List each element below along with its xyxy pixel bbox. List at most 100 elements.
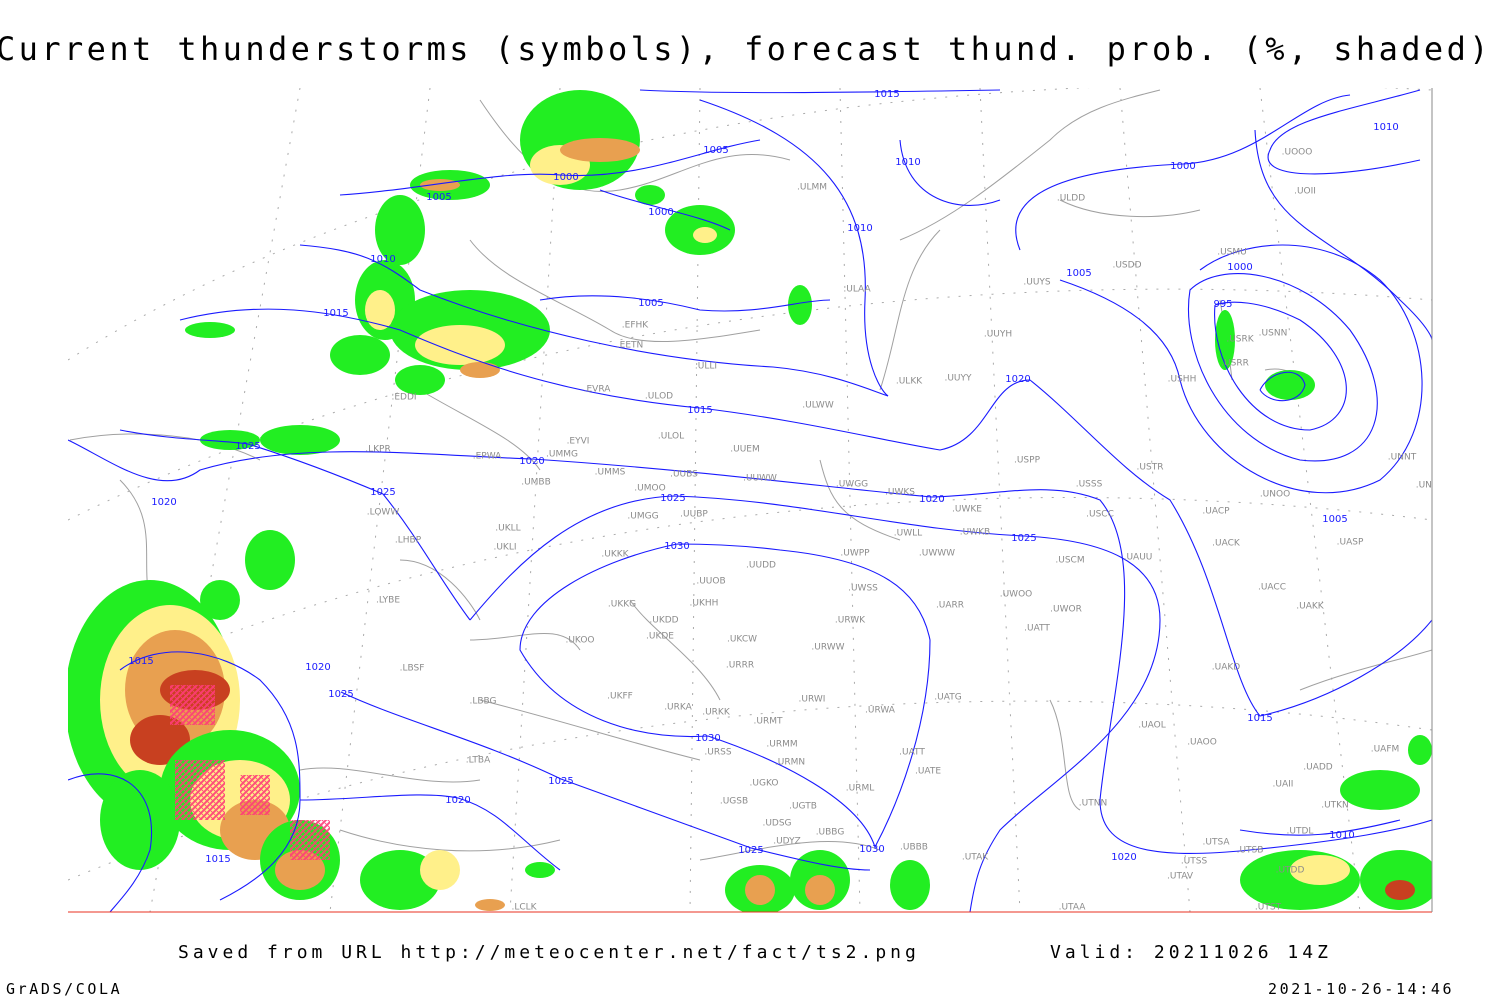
station-label: .UWKS (885, 488, 915, 498)
station-label: .ULWW (802, 401, 834, 411)
isobar-line (639, 89, 1001, 94)
probability-area (1360, 850, 1432, 910)
isobar-label: 1010 (847, 223, 872, 234)
isobar-line (299, 794, 561, 871)
station-label: .UUDD (746, 561, 776, 571)
probability-area (200, 580, 240, 620)
coastline (479, 99, 791, 192)
isobar-line (339, 139, 761, 196)
isobar-label: 1025 (370, 487, 395, 498)
isobar-label: 1025 (328, 689, 353, 700)
isobar-line (299, 244, 889, 397)
station-label: .UBBG (816, 828, 845, 838)
station-label: .UTSB (1237, 846, 1264, 856)
station-label: .UBBB (900, 843, 928, 853)
probability-area (420, 850, 460, 890)
meridian-line (509, 88, 561, 912)
probability-area (330, 335, 390, 375)
station-label: .USSS (1076, 480, 1103, 490)
station-label: .UKDE (646, 632, 674, 642)
isobar-label: 1020 (305, 662, 330, 673)
probability-area (1215, 310, 1235, 370)
station-label: .UAII (1273, 780, 1294, 790)
probability-area (365, 290, 395, 330)
station-label: .LYBE (376, 596, 400, 606)
isobar-label: 1005 (703, 145, 728, 156)
station-label: .ULOD (645, 392, 673, 402)
probability-area (1290, 855, 1350, 885)
isobar-label: 1010 (895, 157, 920, 168)
isobar-label: 1015 (1247, 713, 1272, 724)
station-label: .UGSB (720, 797, 748, 807)
station-label: .URMM (766, 740, 797, 750)
isobar-label: 1010 (1329, 830, 1354, 841)
station-label: .UOII (1294, 187, 1316, 197)
station-label: .LTBA (466, 756, 491, 766)
station-label: .UGTB (789, 802, 817, 812)
isobar-label: 1020 (151, 497, 176, 508)
station-label: .UDYZ (773, 837, 801, 847)
station-label: .UWKE (952, 505, 982, 515)
probability-area (130, 715, 190, 765)
station-label: .USCC (1086, 510, 1114, 520)
isobar-line (899, 139, 1001, 206)
probability-area (475, 899, 505, 911)
station-label: .UMBB (521, 478, 551, 488)
station-label: .USRR (1221, 359, 1249, 369)
station-label: .UTDL (1287, 827, 1314, 837)
station-label: .UOOO (1282, 148, 1313, 158)
station-label: .UMMS (595, 468, 626, 478)
station-label: .UTSA (1203, 838, 1231, 848)
thunderstorm-symbol (170, 685, 215, 725)
coastline (699, 840, 881, 861)
meridian-line (1119, 88, 1191, 912)
station-label: .USMU (1217, 248, 1247, 258)
station-label: .UAUU (1124, 553, 1153, 563)
station-label: .UUBP (680, 510, 708, 520)
station-label: .UUOB (696, 577, 725, 587)
station-label: .UKHH (690, 599, 719, 609)
station-label: .UUYS (1023, 278, 1051, 288)
thunderstorm-symbol (175, 760, 225, 820)
isobar-label: 1025 (235, 441, 260, 452)
thunderstorm-symbol (290, 820, 330, 860)
isobar-label: 1030 (695, 733, 720, 744)
isobar-label: 1025 (660, 493, 685, 504)
isobar-label: 1010 (1373, 122, 1398, 133)
station-label: .EYVI (567, 437, 590, 447)
isobar-line (1214, 301, 1347, 431)
isobar-line (1015, 94, 1351, 251)
station-labels: .ULMM .ULAA .ULLI .ULOL .ULWW .ULOD .EFHK .EETN… (365, 148, 1432, 913)
station-label: .UKDD (649, 616, 678, 626)
isobar-line (1259, 371, 1306, 402)
coastline (339, 829, 561, 852)
isobar-label: 1005 (426, 192, 451, 203)
coastline (819, 459, 901, 541)
station-label: .UTSS (1181, 857, 1208, 867)
coastline (469, 632, 581, 651)
station-label: .UWPP (840, 549, 870, 559)
meridian-line (979, 88, 1021, 912)
station-label: .ULAA (843, 285, 871, 295)
station-label: .UAKK (1296, 602, 1325, 612)
station-label: .UKOO (565, 636, 594, 646)
station-label: .LBSF (400, 664, 425, 674)
station-label: .EVRA (584, 385, 612, 395)
station-label: .UATG (934, 693, 961, 703)
station-label: .UAKD (1212, 663, 1241, 673)
probability-area (788, 285, 812, 325)
coastline (419, 389, 541, 471)
probability-area (375, 195, 425, 265)
thunderstorm-probability-shading (68, 90, 1432, 912)
isobar-label: 1020 (445, 795, 470, 806)
station-label: .EDDI (391, 393, 416, 403)
station-label: .USPP (1014, 456, 1041, 466)
isobar-label: 1005 (1322, 514, 1347, 525)
probability-area (635, 185, 665, 205)
coastline (1049, 699, 1081, 811)
isobar-label: 1015 (205, 854, 230, 865)
coastline (299, 767, 481, 783)
station-label: .UADD (1303, 763, 1333, 773)
isobar-label: 1000 (1170, 161, 1195, 172)
isobar-labels: 1015 1010 1010 1005 1005 1005 1000 1000 1000 1000… (128, 89, 1398, 865)
